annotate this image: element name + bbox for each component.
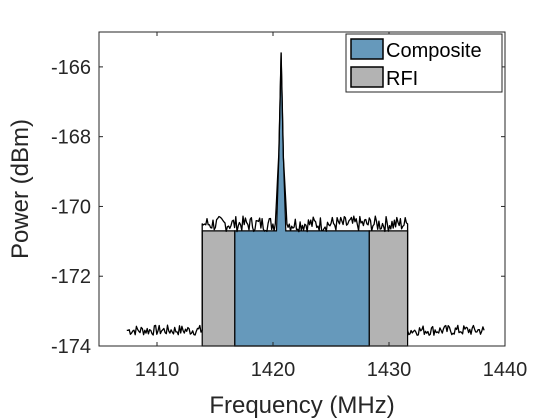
- plot-frame: [98, 31, 506, 347]
- x-tick-label: 1430: [367, 359, 412, 381]
- y-tick-label: -166: [51, 57, 91, 79]
- measured-trace-line: [126, 52, 485, 336]
- ticks-layer: 1410 1420 1430 1440 -174 -172 -170 -168 -166: [51, 32, 527, 381]
- y-tick-label: -170: [51, 196, 91, 218]
- y-tick-label: -168: [51, 127, 91, 149]
- trace-layer: [126, 52, 485, 336]
- legend-label-rfi: RFI: [386, 68, 418, 90]
- y-tick-label: -174: [51, 336, 91, 358]
- y-tick-label: -172: [51, 266, 91, 288]
- legend: Composite RFI: [345, 33, 503, 93]
- legend-swatch-composite: [350, 38, 384, 60]
- legend-label-composite: Composite: [386, 40, 482, 62]
- x-tick-label: 1420: [251, 359, 296, 381]
- y-axis-label: Power (dBm): [7, 119, 34, 259]
- x-tick-label: 1410: [135, 359, 180, 381]
- x-axis-label: Frequency (MHz): [209, 392, 394, 419]
- legend-swatch-rfi: [350, 66, 384, 88]
- x-tick-label: 1440: [483, 359, 528, 381]
